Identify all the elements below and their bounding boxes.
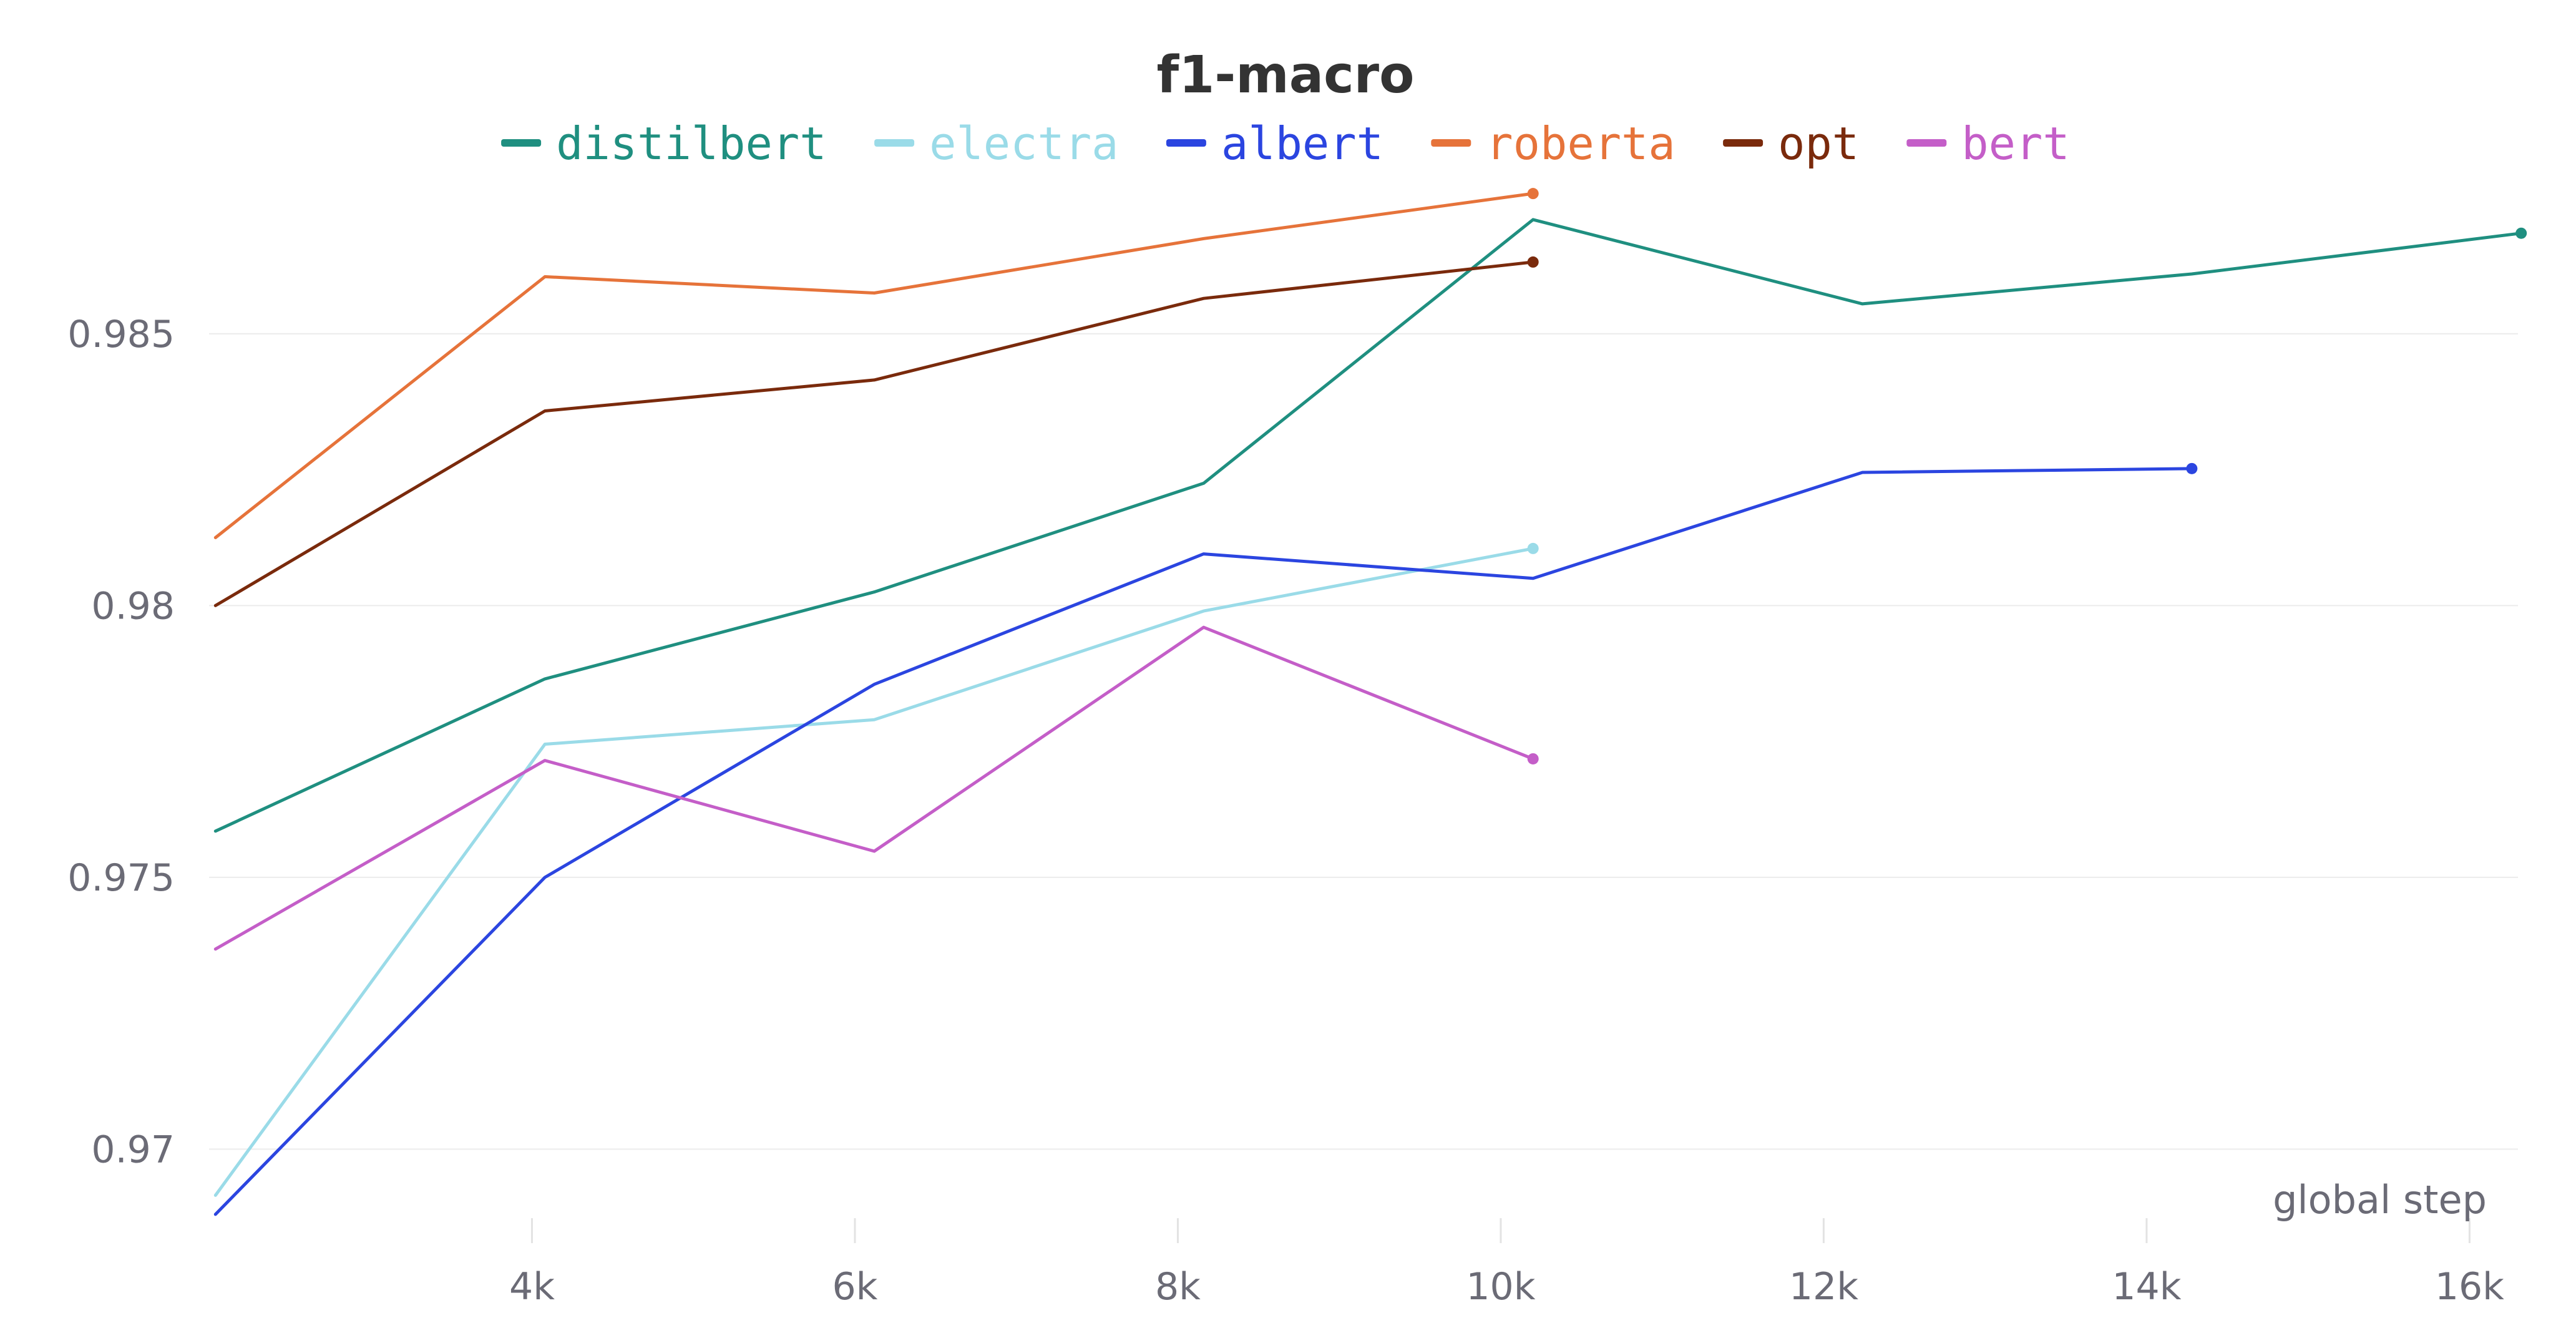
grid-layer [209,333,2518,1150]
x-tick-label: 14k [2112,1265,2181,1309]
series-line-distilbert[interactable] [213,218,2523,833]
data-point-bert[interactable] [1527,753,1539,764]
x-tick-label: 6k [832,1265,878,1309]
x-tick-label: 16k [2435,1265,2504,1309]
x-axis: 4k 6k 8k 10k 12k 14k 16k [509,1218,2504,1309]
series-albert[interactable] [213,462,2198,1216]
data-point-distilbert[interactable] [2515,227,2527,239]
legend-item-roberta[interactable]: roberta [1431,117,1676,170]
y-tick-label: 0.975 [67,856,175,900]
y-axis: 0.97 0.975 0.98 0.985 [67,313,175,1172]
y-tick-label: 0.98 [91,584,175,628]
legend-swatch [1431,139,1471,147]
data-point-albert[interactable] [2186,462,2198,474]
legend-swatch [1906,139,1947,147]
series-line-roberta[interactable] [213,192,1535,539]
x-tick-label: 12k [1789,1265,1858,1309]
series-roberta[interactable] [213,188,1539,539]
legend-item-bert[interactable]: bert [1906,117,2070,170]
series-opt[interactable] [213,256,1539,607]
legend-item-distilbert[interactable]: distilbert [501,117,827,170]
series-line-opt[interactable] [213,260,1535,607]
chart-title: f1-macro [1157,46,1415,105]
data-point-roberta[interactable] [1527,188,1539,200]
legend-item-electra[interactable]: electra [874,117,1119,170]
data-point-electra[interactable] [1527,542,1539,554]
series-line-bert[interactable] [213,625,1535,951]
series-electra[interactable] [213,542,1539,1197]
x-axis-label: global step [2273,1177,2487,1223]
legend-label: distilbert [556,117,826,170]
legend-swatch [874,139,915,147]
legend-swatch [1166,139,1206,147]
x-tick-label: 4k [509,1265,555,1309]
legend-item-albert[interactable]: albert [1166,117,1383,170]
legend-label: opt [1778,117,1859,170]
y-tick-label: 0.985 [67,313,175,356]
legend-label: albert [1221,117,1383,170]
legend-swatch [501,139,542,147]
series-distilbert[interactable] [213,218,2527,833]
legend-item-opt[interactable]: opt [1723,117,1859,170]
x-tick-label: 10k [1466,1265,1535,1309]
y-tick-label: 0.97 [91,1128,175,1171]
series-bert[interactable] [213,625,1539,951]
x-tick-label: 8k [1155,1265,1201,1309]
legend-label: bert [1961,117,2069,170]
legend[interactable]: distilbert electra albert roberta opt bert [501,117,2070,170]
legend-swatch [1723,139,1764,147]
series-line-electra[interactable] [213,547,1535,1197]
legend-label: roberta [1486,117,1675,170]
series-line-albert[interactable] [213,467,2193,1216]
series-layer [213,188,2527,1216]
legend-label: electra [929,117,1118,170]
data-point-opt[interactable] [1527,256,1539,268]
